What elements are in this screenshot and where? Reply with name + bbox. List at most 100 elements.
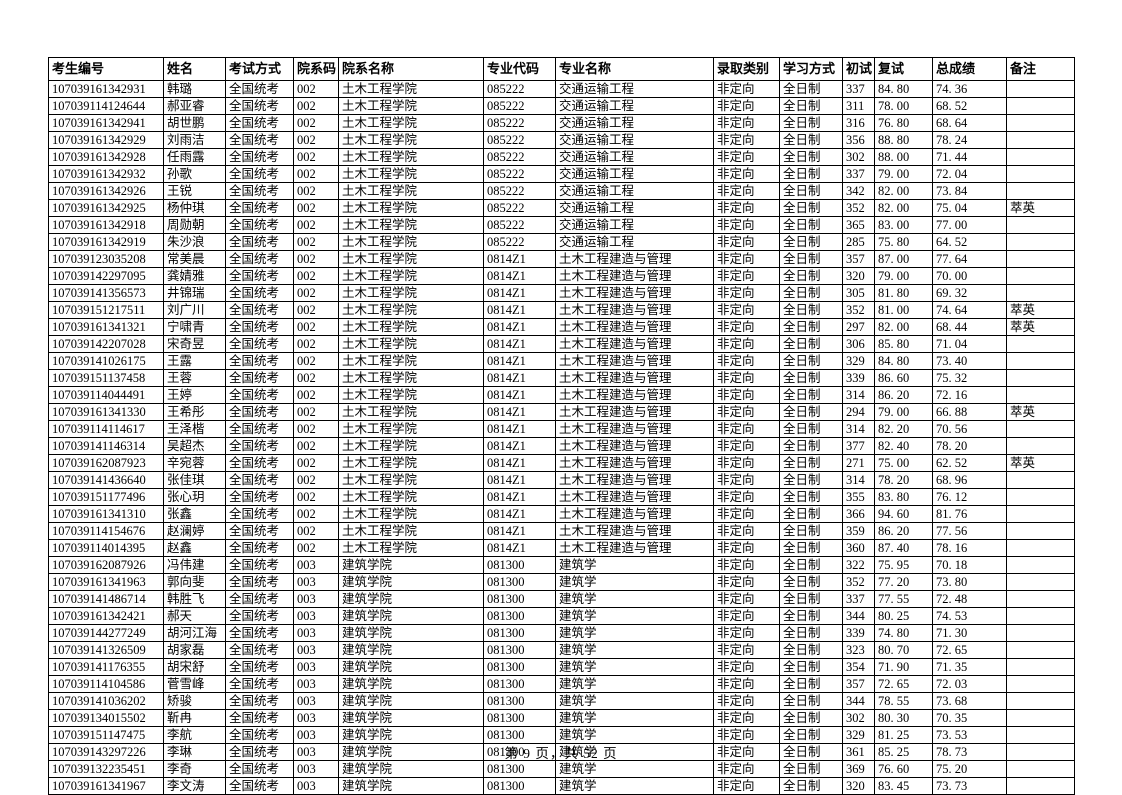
table-row[interactable]: 107039161341310 张鑫 全国统考 002 土木工程学院 0814Z1 土木工程… xyxy=(48,505,1075,523)
cell-dept: 土木工程学院 xyxy=(338,284,484,302)
column-header-dept[interactable]: 院系名称 xyxy=(338,57,484,81)
table-row[interactable]: 107039161342932 孙歌 全国统考 002 土木工程学院 085222 交通运输… xyxy=(48,165,1075,183)
table-row[interactable]: 107039161342928 任雨露 全国统考 002 土木工程学院 085222 交通运… xyxy=(48,148,1075,166)
table-row[interactable]: 107039141326509 胡家磊 全国统考 003 建筑学院 081300 建筑学 非定… xyxy=(48,641,1075,659)
cell-name: 宁啸青 xyxy=(163,318,226,336)
cell-first: 352 xyxy=(842,573,875,591)
table-row[interactable]: 107039151137458 王蓉 全国统考 002 土木工程学院 0814Z1 土木工程… xyxy=(48,369,1075,387)
cell-id: 107039114014395 xyxy=(48,539,164,557)
column-header-type[interactable]: 录取类别 xyxy=(713,57,780,81)
column-header-first[interactable]: 初试 xyxy=(842,57,875,81)
table-row[interactable]: 107039151177496 张心玥 全国统考 002 土木工程学院 0814Z1 土木工… xyxy=(48,488,1075,506)
table-row[interactable]: 107039151147475 李航 全国统考 003 建筑学院 081300 建筑学 非定向… xyxy=(48,726,1075,744)
table-row[interactable]: 107039123035208 常美晨 全国统考 002 土木工程学院 0814Z1 土木工… xyxy=(48,250,1075,268)
cell-id: 107039141326509 xyxy=(48,641,164,659)
cell-first: 354 xyxy=(842,658,875,676)
cell-major: 交通运输工程 xyxy=(555,131,714,149)
column-header-major[interactable]: 专业名称 xyxy=(555,57,714,81)
table-row[interactable]: 107039161342931 韩璐 全国统考 002 土木工程学院 085222 交通运输… xyxy=(48,80,1075,98)
cell-remark xyxy=(1006,539,1075,557)
table-row[interactable]: 107039141036202 矫骏 全国统考 003 建筑学院 081300 建筑学 非定向… xyxy=(48,692,1075,710)
table-row[interactable]: 107039161342941 胡世鹏 全国统考 002 土木工程学院 085222 交通运… xyxy=(48,114,1075,132)
table-row[interactable]: 107039161342421 郝天 全国统考 003 建筑学院 081300 建筑学 非定向… xyxy=(48,607,1075,625)
column-header-total[interactable]: 总成绩 xyxy=(932,57,1007,81)
table-row[interactable]: 107039161341967 李文涛 全国统考 003 建筑学院 081300 建筑学 非定… xyxy=(48,777,1075,795)
cell-dept: 建筑学院 xyxy=(338,658,484,676)
table-row[interactable]: 107039141356573 井锦瑞 全国统考 002 土木工程学院 0814Z1 土木工… xyxy=(48,284,1075,302)
cell-name: 王露 xyxy=(163,352,226,370)
column-header-remark[interactable]: 备注 xyxy=(1006,57,1075,81)
cell-first: 306 xyxy=(842,335,875,353)
cell-majorno: 085222 xyxy=(483,216,556,234)
cell-first: 322 xyxy=(842,556,875,574)
table-row[interactable]: 107039161341330 王希彤 全国统考 002 土木工程学院 0814Z1 土木工… xyxy=(48,403,1075,421)
column-header-majorno[interactable]: 专业代码 xyxy=(483,57,556,81)
cell-majorno: 085222 xyxy=(483,199,556,217)
admissions-table: 考生编号 姓名 考试方式 院系码 院系名称 专业代码 专业名称 录取类别 学习方式 初试 复试 总成绩… xyxy=(48,57,1075,795)
cell-study: 全日制 xyxy=(779,454,843,472)
cell-study: 全日制 xyxy=(779,386,843,404)
cell-majorno: 081300 xyxy=(483,709,556,727)
table-row[interactable]: 107039114044491 王婷 全国统考 002 土木工程学院 0814Z1 土木工程… xyxy=(48,386,1075,404)
cell-second: 86. 20 xyxy=(874,522,933,540)
cell-type: 非定向 xyxy=(713,488,780,506)
cell-second: 79. 00 xyxy=(874,267,933,285)
cell-study: 全日制 xyxy=(779,267,843,285)
table-row[interactable]: 107039161342929 刘雨洁 全国统考 002 土木工程学院 085222 交通运… xyxy=(48,131,1075,149)
table-row[interactable]: 107039161342919 朱沙浪 全国统考 002 土木工程学院 085222 交通运… xyxy=(48,233,1075,251)
table-row[interactable]: 107039151217511 刘广川 全国统考 002 土木工程学院 0814Z1 土木工… xyxy=(48,301,1075,319)
cell-majorno: 081300 xyxy=(483,777,556,795)
cell-id: 107039161342928 xyxy=(48,148,164,166)
column-header-deptno[interactable]: 院系码 xyxy=(293,57,339,81)
table-row[interactable]: 107039162087923 辛宛蓉 全国统考 002 土木工程学院 0814Z1 土木工… xyxy=(48,454,1075,472)
table-row[interactable]: 107039162087926 冯伟建 全国统考 003 建筑学院 081300 建筑学 非定… xyxy=(48,556,1075,574)
table-row[interactable]: 107039141146314 吴超杰 全国统考 002 土木工程学院 0814Z1 土木工… xyxy=(48,437,1075,455)
table-row[interactable]: 107039141486714 韩胜飞 全国统考 003 建筑学院 081300 建筑学 非定… xyxy=(48,590,1075,608)
column-header-study[interactable]: 学习方式 xyxy=(779,57,843,81)
cell-type: 非定向 xyxy=(713,709,780,727)
table-row[interactable]: 107039114014395 赵鑫 全国统考 002 土木工程学院 0814Z1 土木工程… xyxy=(48,539,1075,557)
table-row[interactable]: 107039161342926 王锐 全国统考 002 土木工程学院 085222 交通运输… xyxy=(48,182,1075,200)
cell-deptno: 002 xyxy=(293,131,339,149)
table-row[interactable]: 107039141176355 胡宋舒 全国统考 003 建筑学院 081300 建筑学 非定… xyxy=(48,658,1075,676)
table-row[interactable]: 107039144277249 胡河江海 全国统考 003 建筑学院 081300 建筑学非… xyxy=(48,624,1075,642)
cell-dept: 建筑学院 xyxy=(338,624,484,642)
cell-second: 81. 25 xyxy=(874,726,933,744)
table-row[interactable]: 107039161342918 周勋朝 全国统考 002 土木工程学院 085222 交通运… xyxy=(48,216,1075,234)
table-row[interactable]: 107039134015502 靳冉 全国统考 003 建筑学院 081300 建筑学 非定向… xyxy=(48,709,1075,727)
cell-majorno: 0814Z1 xyxy=(483,505,556,523)
cell-total: 81. 76 xyxy=(932,505,1007,523)
cell-total: 75. 20 xyxy=(932,760,1007,778)
cell-dept: 土木工程学院 xyxy=(338,471,484,489)
table-row[interactable]: 107039161341963 郭向斐 全国统考 003 建筑学院 081300 建筑学 非定… xyxy=(48,573,1075,591)
column-header-second[interactable]: 复试 xyxy=(874,57,933,81)
table-row[interactable]: 107039114104586 菅雪峰 全国统考 003 建筑学院 081300 建筑学 非定… xyxy=(48,675,1075,693)
cell-exam: 全国统考 xyxy=(225,216,294,234)
table-row[interactable]: 107039141026175 王露 全国统考 002 土木工程学院 0814Z1 土木工程… xyxy=(48,352,1075,370)
cell-name: 辛宛蓉 xyxy=(163,454,226,472)
cell-exam: 全国统考 xyxy=(225,471,294,489)
cell-first: 314 xyxy=(842,471,875,489)
table-row[interactable]: 107039161342925 杨仲琪 全国统考 002 土木工程学院 085222 交通运… xyxy=(48,199,1075,217)
cell-second: 86. 20 xyxy=(874,386,933,404)
table-row[interactable]: 107039142297095 龚婧雅 全国统考 002 土木工程学院 0814Z1 土木工… xyxy=(48,267,1075,285)
cell-deptno: 003 xyxy=(293,709,339,727)
cell-second: 79. 00 xyxy=(874,403,933,421)
cell-major: 土木工程建造与管理 xyxy=(555,318,714,336)
table-row[interactable]: 107039132235451 李奇 全国统考 003 建筑学院 081300 建筑学 非定向… xyxy=(48,760,1075,778)
table-row[interactable]: 107039114124644 郝亚睿 全国统考 002 土木工程学院 085222 交通运… xyxy=(48,97,1075,115)
table-row[interactable]: 107039114114617 王泽楷 全国统考 002 土木工程学院 0814Z1 土木工… xyxy=(48,420,1075,438)
cell-name: 靳冉 xyxy=(163,709,226,727)
cell-exam: 全国统考 xyxy=(225,641,294,659)
cell-majorno: 0814Z1 xyxy=(483,454,556,472)
table-row[interactable]: 107039141436640 张佳琪 全国统考 002 土木工程学院 0814Z1 土木工… xyxy=(48,471,1075,489)
cell-remark xyxy=(1006,233,1075,251)
cell-major: 建筑学 xyxy=(555,675,714,693)
column-header-id[interactable]: 考生编号 xyxy=(48,57,164,81)
column-header-name[interactable]: 姓名 xyxy=(163,57,226,81)
table-row[interactable]: 107039142207028 宋奇昱 全国统考 002 土木工程学院 0814Z1 土木工… xyxy=(48,335,1075,353)
cell-remark xyxy=(1006,165,1075,183)
table-row[interactable]: 107039161341321 宁啸青 全国统考 002 土木工程学院 0814Z1 土木工… xyxy=(48,318,1075,336)
column-header-exam[interactable]: 考试方式 xyxy=(225,57,294,81)
table-row[interactable]: 107039114154676 赵澜婷 全国统考 002 土木工程学院 0814Z1 土木工… xyxy=(48,522,1075,540)
